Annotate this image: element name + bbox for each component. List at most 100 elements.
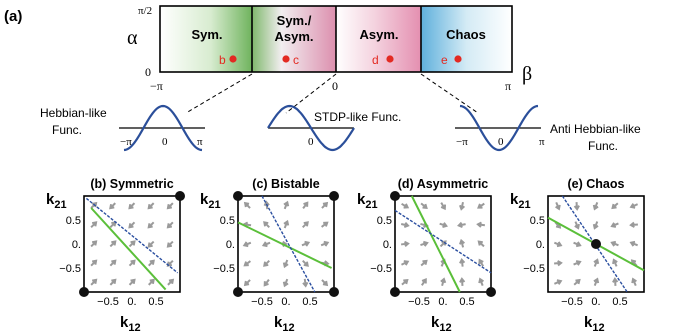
flow-arrow-head <box>111 240 117 246</box>
flow-arrow-head <box>478 277 484 284</box>
fixed-point <box>329 191 339 201</box>
flow-arrow-head <box>403 278 409 285</box>
flow-arrow-head <box>303 201 309 207</box>
region-symasym-label-line2: Asym. <box>274 29 313 44</box>
flow-arrow-head <box>403 260 410 266</box>
flow-panel-title: (e) Chaos <box>568 177 625 191</box>
flow-arrow-head <box>592 204 599 211</box>
flow-arrow-head <box>611 203 617 210</box>
flow-arrow-head <box>459 257 466 264</box>
flow-x-tick: 0.5 <box>148 296 163 308</box>
flow-arrow-head <box>555 204 561 211</box>
flow-arrow-head <box>130 278 136 285</box>
flow-arrow-head <box>442 222 449 228</box>
nullcline-blue <box>261 195 316 293</box>
flow-x-tick: 0.5 <box>302 296 317 308</box>
region-chaos-label: Chaos <box>446 27 486 42</box>
function-hebbian-label-line1: Hebbian-like <box>40 106 107 120</box>
flow-arrow-head <box>263 281 269 287</box>
fixed-point <box>591 239 601 249</box>
flow-y-tick: −0.5 <box>370 263 392 275</box>
function-antihebbian-curve <box>459 104 539 152</box>
flow-panel-0: (b) Symmetric 0.5 0. −0.5 −0.5 0. 0.5 k21 k12 <box>46 177 185 334</box>
function-antihebbian-tick-minus-pi: −π <box>456 136 468 148</box>
flow-x-tick: 0. <box>438 296 447 308</box>
flow-arrow-head <box>592 223 599 230</box>
function-hebbian-tick-pi: π <box>197 136 203 148</box>
flow-arrow-head <box>457 221 463 228</box>
flow-x-tick: −0.5 <box>97 296 119 308</box>
beta-tick-pi: π <box>505 79 511 93</box>
connector-hebbian <box>185 73 253 114</box>
fixed-point <box>79 287 89 297</box>
nullcline-green <box>90 207 167 291</box>
fixed-point <box>175 191 185 201</box>
flow-arrow-head <box>242 241 249 248</box>
flow-x-axis-label: k12 <box>120 314 141 334</box>
flow-arrow-head <box>612 277 619 283</box>
region-symasym-bg <box>252 6 336 72</box>
function-hebbian-curve <box>123 104 203 152</box>
flow-arrow-head <box>130 240 136 246</box>
flow-arrow-head <box>243 280 250 287</box>
fixed-point <box>233 191 243 201</box>
flow-panel-2: (d) Asymmetric 0.5 0. −0.5 −0.5 0. 0.5 k21 k12 <box>357 177 496 334</box>
flow-x-tick: 0. <box>591 296 600 308</box>
flow-arrow-head <box>557 260 563 267</box>
flow-arrow-head <box>423 240 429 247</box>
flow-arrow-head <box>629 240 636 247</box>
flow-arrow-head <box>168 278 175 285</box>
flow-x-axis-label: k12 <box>274 314 295 334</box>
panel-a-label: (a) <box>4 8 22 25</box>
function-antihebbian-label-line2: Func. <box>588 139 618 153</box>
flow-panel-3: (e) Chaos 0.5 0. −0.5 −0.5 0. 0.5 k21 k12 <box>510 177 645 334</box>
nullcline-blue <box>394 209 492 274</box>
flow-arrow-head <box>91 221 98 227</box>
flow-arrow-head <box>422 259 428 266</box>
alpha-zero-tick: 0 <box>145 65 151 79</box>
flow-arrow-head <box>304 240 311 247</box>
flow-arrow-head <box>556 279 563 285</box>
flow-arrow-head <box>631 277 637 284</box>
flow-y-tick: 0.5 <box>530 215 545 227</box>
flow-arrow-head <box>166 242 173 248</box>
function-antihebbian-tick-zero: 0 <box>498 136 504 148</box>
flow-y-axis-label: k21 <box>357 191 378 211</box>
flow-y-tick: 0. <box>383 239 392 251</box>
flow-arrow-head <box>130 259 136 265</box>
flow-y-axis-label: k21 <box>46 191 67 211</box>
flow-panel-1: (c) Bistable 0.5 0. −0.5 −0.5 0. 0.5 k21 k12 <box>200 177 339 334</box>
flow-arrow-head <box>610 222 617 228</box>
flow-arrow-head <box>575 241 582 248</box>
flow-x-tick: −0.5 <box>561 296 583 308</box>
flow-x-tick: 0. <box>127 296 136 308</box>
flow-arrow-head <box>147 203 153 210</box>
point-b-label: b <box>219 53 226 67</box>
flow-arrow-head <box>575 278 581 285</box>
flow-arrow-head <box>574 223 580 230</box>
function-stdp-curve <box>267 104 355 152</box>
nullcline-green <box>410 195 461 293</box>
flow-arrow-head <box>263 200 270 207</box>
flow-arrow-head <box>283 219 290 226</box>
flow-arrow-head <box>91 240 98 246</box>
function-hebbian-tick-zero: 0 <box>162 136 168 148</box>
function-antihebbian-tick-pi: π <box>539 136 545 148</box>
flow-arrow-head <box>593 258 600 265</box>
point-d-label: d <box>372 53 379 67</box>
flow-arrow-head <box>612 258 618 265</box>
flow-arrow-head <box>263 261 269 267</box>
flow-arrow-head <box>403 203 410 209</box>
flow-arrow-head <box>282 262 289 269</box>
flow-y-tick: 0.5 <box>66 215 81 227</box>
fixed-point <box>390 287 400 297</box>
flow-arrow-head <box>147 223 153 229</box>
alpha-axis-label: α <box>127 27 138 49</box>
flow-y-tick: 0. <box>226 239 235 251</box>
flow-arrow-head <box>629 221 635 228</box>
fixed-point <box>329 287 339 297</box>
flow-arrow-head <box>575 260 582 266</box>
nullcline-green <box>237 221 333 269</box>
flow-arrow-head <box>243 201 250 208</box>
flow-arrow-head <box>404 240 410 247</box>
